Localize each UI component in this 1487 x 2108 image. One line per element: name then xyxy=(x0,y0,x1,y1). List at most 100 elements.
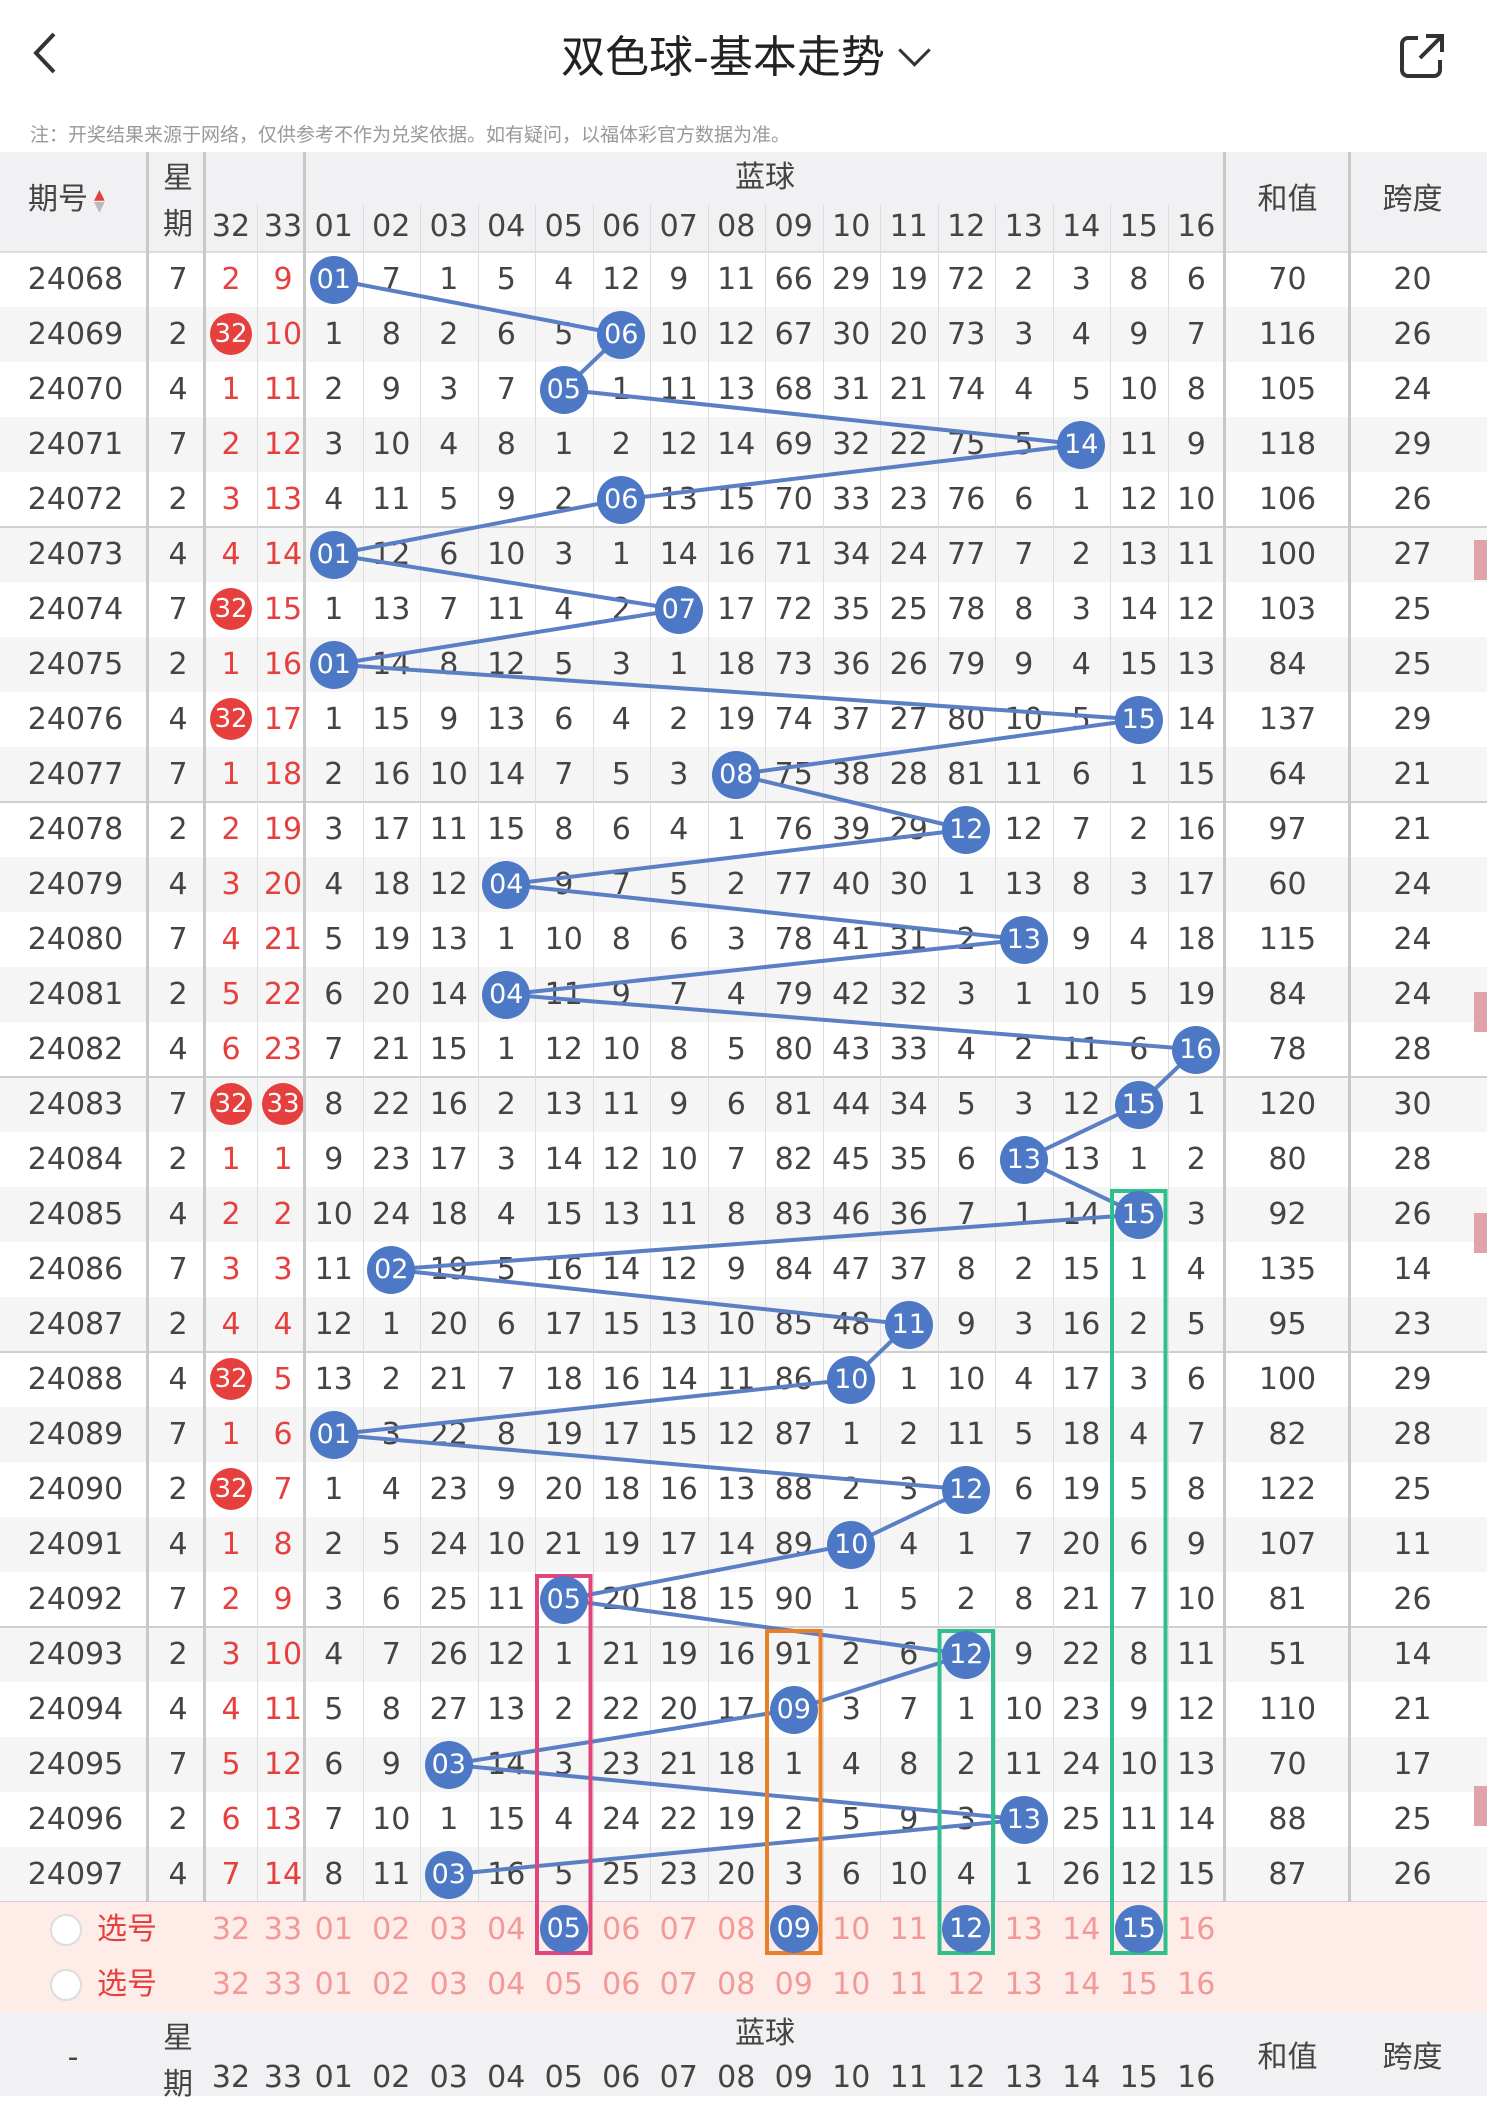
blue-cell: 18 xyxy=(717,1747,756,1782)
issue-cell: 24074 xyxy=(27,592,124,627)
blue-ball: 15 xyxy=(1114,1080,1163,1129)
select-red-num[interactable]: 32 xyxy=(211,1967,251,2002)
blue-cell: 19 xyxy=(659,1637,698,1672)
select-radio[interactable] xyxy=(50,1914,82,1946)
sum-cell: 92 xyxy=(1268,1197,1307,1232)
blue-cell: 11 xyxy=(544,977,583,1012)
select-blue-num[interactable]: 11 xyxy=(889,1912,928,1947)
blue-cell: 20 xyxy=(659,1692,698,1727)
blue-cell: 9 xyxy=(496,482,516,517)
select-blue-num[interactable]: 01 xyxy=(314,1912,353,1947)
blue-cell: 2 xyxy=(669,702,689,737)
week-cell: 2 xyxy=(168,977,188,1012)
select-red-num[interactable]: 33 xyxy=(263,1967,303,2002)
red-ball: 32 xyxy=(210,1468,252,1510)
page-title[interactable]: 双色球-基本走势 xyxy=(0,28,1487,88)
select-blue-num[interactable]: 15 xyxy=(1119,1967,1158,2002)
blue-cell: 8 xyxy=(496,427,516,462)
side-marker xyxy=(1474,1213,1487,1253)
select-blue-num[interactable]: 09 xyxy=(774,1967,813,2002)
blue-cell: 2 xyxy=(1129,1307,1149,1342)
blue-cell: 12 xyxy=(659,427,698,462)
blue-col-header: 13 xyxy=(1004,209,1043,244)
blue-cell: 48 xyxy=(832,1307,871,1342)
select-radio[interactable] xyxy=(50,1969,82,2001)
red-cell: 1 xyxy=(221,1417,241,1452)
select-red-num[interactable]: 33 xyxy=(263,1912,303,1947)
blue-cell: 20 xyxy=(544,1472,583,1507)
select-blue-num[interactable]: 04 xyxy=(487,1912,526,1947)
select-blue-num[interactable]: 08 xyxy=(717,1967,756,2002)
column-divider xyxy=(650,204,651,2004)
sort-icon: ▲ ▼ xyxy=(94,186,105,215)
select-blue-num[interactable]: 13 xyxy=(1004,1912,1043,1947)
blue-ball: 15 xyxy=(1114,695,1163,744)
select-blue-num[interactable]: 02 xyxy=(372,1912,411,1947)
select-blue-num[interactable]: 04 xyxy=(487,1967,526,2002)
issue-cell: 24097 xyxy=(27,1857,124,1892)
select-blue-num[interactable]: 14 xyxy=(1062,1967,1101,2002)
blue-cell: 8 xyxy=(669,1032,689,1067)
selected-blue-ball[interactable]: 09 xyxy=(769,1905,818,1953)
select-blue-num[interactable]: 06 xyxy=(602,1912,641,1947)
select-blue-num[interactable]: 16 xyxy=(1177,1912,1216,1947)
blue-cell: 24 xyxy=(1062,1747,1101,1782)
blue-cell: 8 xyxy=(1014,592,1034,627)
blue-cell: 4 xyxy=(554,592,574,627)
select-blue-num[interactable]: 12 xyxy=(947,1967,986,2002)
blue-ball: 15 xyxy=(1114,1190,1163,1239)
red-cell: 3 xyxy=(221,1637,241,1672)
column-divider xyxy=(303,152,306,2096)
side-marker xyxy=(1474,540,1487,580)
select-blue-num[interactable]: 16 xyxy=(1177,1967,1216,2002)
share-icon[interactable] xyxy=(1398,32,1446,80)
select-red-num[interactable]: 32 xyxy=(211,1912,251,1947)
select-blue-num[interactable]: 07 xyxy=(659,1912,698,1947)
select-label[interactable]: 选号 xyxy=(97,1912,157,1947)
issue-cell: 24079 xyxy=(27,867,124,902)
blue-cell: 10 xyxy=(1062,977,1101,1012)
sum-cell: 84 xyxy=(1268,647,1307,682)
select-blue-num[interactable]: 03 xyxy=(429,1912,468,1947)
week-cell: 2 xyxy=(168,317,188,352)
back-chevron-icon[interactable] xyxy=(30,28,60,91)
week-cell: 2 xyxy=(168,1307,188,1342)
blue-cell: 9 xyxy=(956,1307,976,1342)
week-cell: 7 xyxy=(168,1417,188,1452)
selected-blue-ball[interactable]: 15 xyxy=(1114,1905,1163,1953)
select-blue-num[interactable]: 03 xyxy=(429,1967,468,2002)
sum-header: 和值 xyxy=(1257,2040,1318,2075)
week-cell: 2 xyxy=(168,812,188,847)
select-blue-num[interactable]: 14 xyxy=(1062,1912,1101,1947)
blue-cell: 13 xyxy=(717,372,756,407)
red-cell: 6 xyxy=(221,1032,241,1067)
issue-header[interactable]: 期号 ▲ ▼ xyxy=(28,180,105,220)
blue-cell: 19 xyxy=(544,1417,583,1452)
select-blue-num[interactable]: 10 xyxy=(832,1912,871,1947)
issue-cell: 24075 xyxy=(27,647,124,682)
select-blue-num[interactable]: 07 xyxy=(659,1967,698,2002)
select-label[interactable]: 选号 xyxy=(97,1967,157,2002)
column-divider xyxy=(937,204,939,2004)
selected-blue-ball[interactable]: 05 xyxy=(539,1905,588,1953)
blue-ball: 09 xyxy=(769,1685,818,1734)
select-blue-num[interactable]: 01 xyxy=(314,1967,353,2002)
blue-cell: 6 xyxy=(496,1307,516,1342)
red-cell: 14 xyxy=(263,1857,303,1892)
column-divider xyxy=(1223,152,1226,2096)
select-blue-num[interactable]: 02 xyxy=(372,1967,411,2002)
blue-cell: 3 xyxy=(1071,592,1091,627)
selected-blue-ball[interactable]: 12 xyxy=(942,1905,991,1953)
column-divider xyxy=(765,204,766,2004)
blue-cell: 66 xyxy=(774,262,813,297)
select-blue-num[interactable]: 05 xyxy=(544,1967,583,2002)
red-cell: 2 xyxy=(273,1197,293,1232)
blue-cell: 38 xyxy=(832,757,871,792)
red-cell: 14 xyxy=(263,537,303,572)
select-blue-num[interactable]: 06 xyxy=(602,1967,641,2002)
group-divider xyxy=(0,801,1487,803)
select-blue-num[interactable]: 13 xyxy=(1004,1967,1043,2002)
select-blue-num[interactable]: 10 xyxy=(832,1967,871,2002)
select-blue-num[interactable]: 11 xyxy=(889,1967,928,2002)
select-blue-num[interactable]: 08 xyxy=(717,1912,756,1947)
